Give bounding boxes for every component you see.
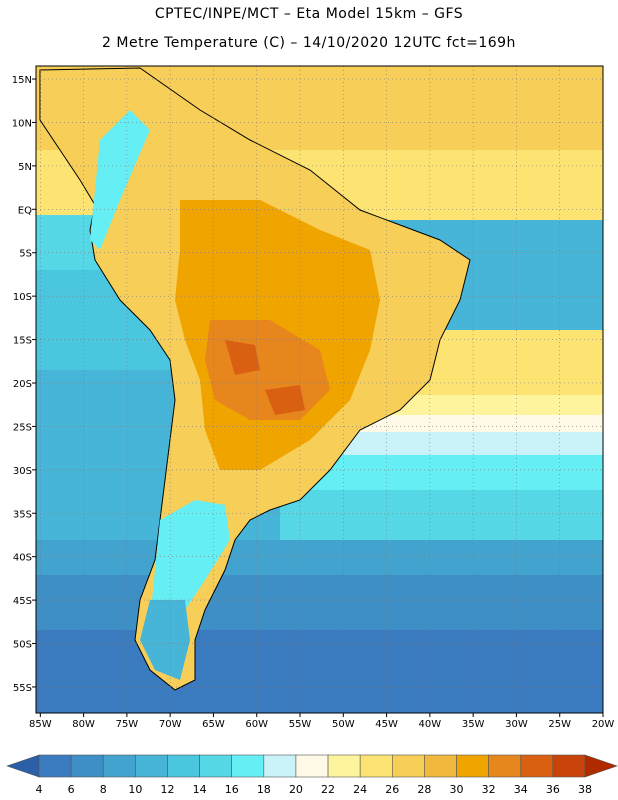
lon-label: 50W: [332, 719, 355, 730]
lat-lon-grid: [36, 66, 603, 713]
lat-label: 10S: [13, 292, 32, 303]
colorbar-label: 20: [289, 783, 303, 796]
colorbar: 4 6 8 10 12 14 16 18 20 22 24 26 28 30 32 34 36 38: [6, 754, 618, 796]
colorbar-swatch: [167, 754, 200, 778]
lat-label: 45S: [13, 596, 32, 607]
colorbar-swatch: [327, 754, 361, 778]
lon-label: 70W: [159, 719, 182, 730]
colorbar-swatch: [295, 754, 329, 778]
lat-label: 15N: [12, 75, 32, 86]
lon-label: 30W: [505, 719, 528, 730]
chart-title-line2: 2 Metre Temperature (C) – 14/10/2020 12U…: [102, 35, 516, 51]
lat-label: EQ: [18, 205, 32, 216]
colorbar-over-arrow: [584, 754, 618, 778]
lon-label: 55W: [289, 719, 312, 730]
lat-label: 25S: [13, 422, 32, 433]
lon-label: 45W: [375, 719, 398, 730]
lat-label: 5N: [18, 162, 32, 173]
colorbar-label: 6: [68, 783, 75, 796]
map-frame: [35, 65, 604, 714]
colorbar-swatch: [38, 754, 72, 778]
colorbar-swatch: [391, 754, 425, 778]
colorbar-swatch: [359, 754, 393, 778]
lon-label: 20W: [592, 719, 615, 730]
colorbar-label: 36: [546, 783, 560, 796]
lat-label: 55S: [13, 683, 32, 694]
colorbar-label: 4: [36, 783, 43, 796]
colorbar-label: 22: [321, 783, 335, 796]
colorbar-swatch: [70, 754, 104, 778]
colorbar-swatch: [424, 754, 457, 778]
lat-label: 35S: [13, 509, 32, 520]
lat-label: 5S: [19, 249, 32, 260]
colorbar-label: 10: [128, 783, 142, 796]
colorbar-label: 28: [417, 783, 431, 796]
lon-label: 25W: [548, 719, 571, 730]
colorbar-under-arrow: [6, 754, 40, 778]
colorbar-swatch: [135, 754, 168, 778]
lat-label: 40S: [13, 553, 32, 564]
chart-title-line1: CPTEC/INPE/MCT – Eta Model 15km – GFS: [154, 6, 464, 22]
colorbar-swatch: [199, 754, 233, 778]
colorbar-label: 38: [578, 783, 592, 796]
lat-label: 15S: [13, 336, 32, 347]
colorbar-label: 32: [482, 783, 496, 796]
colorbar-swatch: [231, 754, 265, 778]
lon-label: 75W: [116, 719, 139, 730]
latitude-labels: 15N 10N 5N EQ 5S 10S 15S 20S 25S 30S 35S 40S 45S 50S 5…: [12, 75, 36, 694]
lon-label: 35W: [462, 719, 485, 730]
colorbar-label: 26: [385, 783, 399, 796]
colorbar-label: 18: [257, 783, 271, 796]
lon-label: 85W: [29, 719, 52, 730]
longitude-labels: 85W 80W 75W 70W 65W 60W 55W 50W 45W 40W 35W 30W 25W 2…: [29, 713, 614, 730]
colorbar-swatch: [488, 754, 522, 778]
lon-label: 65W: [202, 719, 225, 730]
colorbar-swatch: [552, 754, 586, 778]
lon-label: 60W: [245, 719, 268, 730]
colorbar-label: 12: [160, 783, 174, 796]
lat-label: 20S: [13, 379, 32, 390]
colorbar-swatch: [102, 754, 136, 778]
colorbar-swatch: [520, 754, 554, 778]
colorbar-label: 34: [514, 783, 528, 796]
colorbar-label: 16: [225, 783, 239, 796]
colorbar-label: 8: [100, 783, 107, 796]
lat-label: 30S: [13, 466, 32, 477]
colorbar-swatch: [263, 754, 297, 778]
colorbar-label: 30: [450, 783, 464, 796]
lon-label: 40W: [419, 719, 442, 730]
colorbar-label: 14: [193, 783, 207, 796]
lat-label: 10N: [12, 118, 32, 129]
colorbar-label: 24: [353, 783, 367, 796]
lat-label: 50S: [13, 640, 32, 651]
colorbar-swatch: [456, 754, 489, 778]
lon-label: 80W: [72, 719, 95, 730]
